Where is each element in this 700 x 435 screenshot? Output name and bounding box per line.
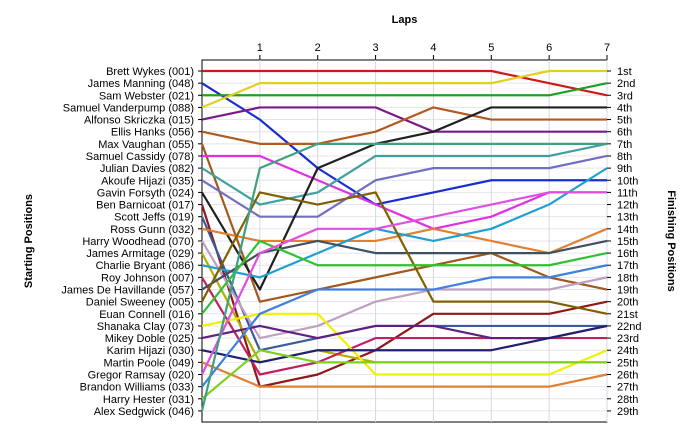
starting-position-label: Brandon Williams (033): [80, 382, 194, 394]
finishing-position-label: 16th: [617, 248, 638, 260]
starting-position-label: Karim Hijazi (030): [107, 345, 194, 357]
finishing-position-label: 2nd: [617, 78, 635, 90]
finishing-position-label: 4th: [617, 102, 632, 114]
finishing-position-label: 18th: [617, 272, 638, 284]
series-line: [201, 239, 608, 291]
series-line: [200, 204, 608, 388]
finishing-position-label: 14th: [617, 224, 638, 236]
starting-position-label: Alex Sedgwick (046): [94, 406, 194, 418]
starting-position-label: Shanaka Clay (073): [97, 321, 194, 333]
starting-position-label: Ben Barnicoat (017): [96, 200, 194, 212]
x-tick-label: 2: [315, 42, 321, 54]
series-line: [201, 154, 608, 218]
starting-position-label: Samuel Vanderpump (088): [63, 102, 194, 114]
series-line: [200, 143, 608, 303]
starting-position-label: Euan Connell (016): [99, 309, 194, 321]
finishing-position-label: 27th: [617, 382, 638, 394]
series-line: [201, 240, 608, 340]
finishing-position-label: 15th: [617, 236, 638, 248]
starting-position-label: Harry Woodhead (070): [82, 236, 194, 248]
starting-position-label: Gavin Forsyth (024): [97, 187, 194, 199]
starting-position-label: James De Havillande (057): [61, 285, 194, 297]
x-tick-label: 6: [546, 42, 552, 54]
finishing-position-label: 9th: [617, 163, 632, 175]
starting-position-label: Alfonso Skriczka (015): [84, 115, 194, 127]
x-tick-label: 1: [257, 42, 263, 54]
starting-position-label: James Armitage (029): [86, 248, 194, 260]
finishing-position-label: 21st: [617, 309, 638, 321]
finishing-position-label: 20th: [617, 297, 638, 309]
series-line: [201, 82, 607, 206]
series-line: [201, 312, 608, 376]
finishing-position-label: 3rd: [617, 90, 633, 102]
finishing-position-label: 19th: [617, 285, 638, 297]
x-tick-label: 3: [373, 42, 379, 54]
series-line: [201, 69, 607, 109]
starting-position-label: Roy Johnson (007): [101, 272, 194, 284]
starting-position-label: Akoufe Hijazi (035): [101, 175, 194, 187]
series-line: [202, 82, 608, 97]
finishing-position-label: 22nd: [617, 321, 641, 333]
series-line: [201, 264, 608, 388]
finishing-position-label: 28th: [617, 394, 638, 406]
finishing-position-label: 7th: [617, 139, 632, 151]
series-line: [202, 69, 608, 97]
starting-position-label: Ellis Hanks (056): [111, 127, 194, 139]
starting-position-label: Daniel Sweeney (005): [86, 297, 194, 309]
finishing-position-label: 23rd: [617, 333, 639, 345]
starting-position-label: Gregor Ramsay (020): [88, 370, 194, 382]
starting-position-label: Julian Davies (082): [100, 163, 194, 175]
series-line: [201, 106, 607, 145]
x-axis-title: Laps: [392, 14, 418, 26]
finishing-position-label: 5th: [617, 115, 632, 127]
starting-position-label: Harry Hester (031): [103, 394, 194, 406]
finishing-position-label: 24th: [617, 345, 638, 357]
starting-position-label: Max Vaughan (055): [98, 139, 194, 151]
x-tick-label: 5: [488, 42, 494, 54]
finishing-position-label: 12th: [617, 200, 638, 212]
series-line: [201, 106, 607, 291]
series-line: [201, 361, 608, 388]
series-line: [201, 191, 608, 315]
series-line: [201, 349, 607, 400]
finishing-position-label: 29th: [617, 406, 638, 418]
y-axis-title-right: Finishing Positions: [665, 190, 677, 291]
starting-position-label: Mikey Doble (025): [105, 333, 194, 345]
finishing-position-label: 10th: [617, 175, 638, 187]
starting-position-label: Ross Gunn (032): [110, 224, 194, 236]
series-line: [201, 191, 607, 375]
starting-position-label: Scott Jeffs (019): [114, 212, 194, 224]
series-line: [200, 142, 607, 412]
series-line: [201, 324, 608, 364]
series-line: [202, 154, 607, 230]
finishing-position-label: 1st: [617, 66, 632, 78]
finishing-position-label: 25th: [617, 357, 638, 369]
starting-position-label: James Manning (048): [88, 78, 194, 90]
series-line: [201, 239, 608, 315]
finishing-position-label: 8th: [617, 151, 632, 163]
starting-position-label: Charlie Bryant (086): [96, 260, 194, 272]
series-line: [201, 324, 608, 340]
x-tick-label: 7: [604, 42, 610, 54]
finishing-position-label: 11th: [617, 187, 638, 199]
finishing-position-label: 26th: [617, 370, 638, 382]
starting-position-label: Samuel Cassidy (078): [86, 151, 194, 163]
finishing-position-label: 13th: [617, 212, 638, 224]
starting-position-label: Martin Poole (049): [104, 357, 195, 369]
finishing-position-label: 17th: [617, 260, 638, 272]
series-line: [201, 167, 608, 279]
starting-position-label: Sam Webster (021): [99, 90, 194, 102]
starting-position-label: Brett Wykes (001): [106, 66, 194, 78]
y-axis-title-left: Starting Positions: [23, 194, 35, 288]
x-tick-label: 4: [430, 42, 436, 54]
series-line: [201, 142, 608, 206]
finishing-position-label: 6th: [617, 127, 632, 139]
